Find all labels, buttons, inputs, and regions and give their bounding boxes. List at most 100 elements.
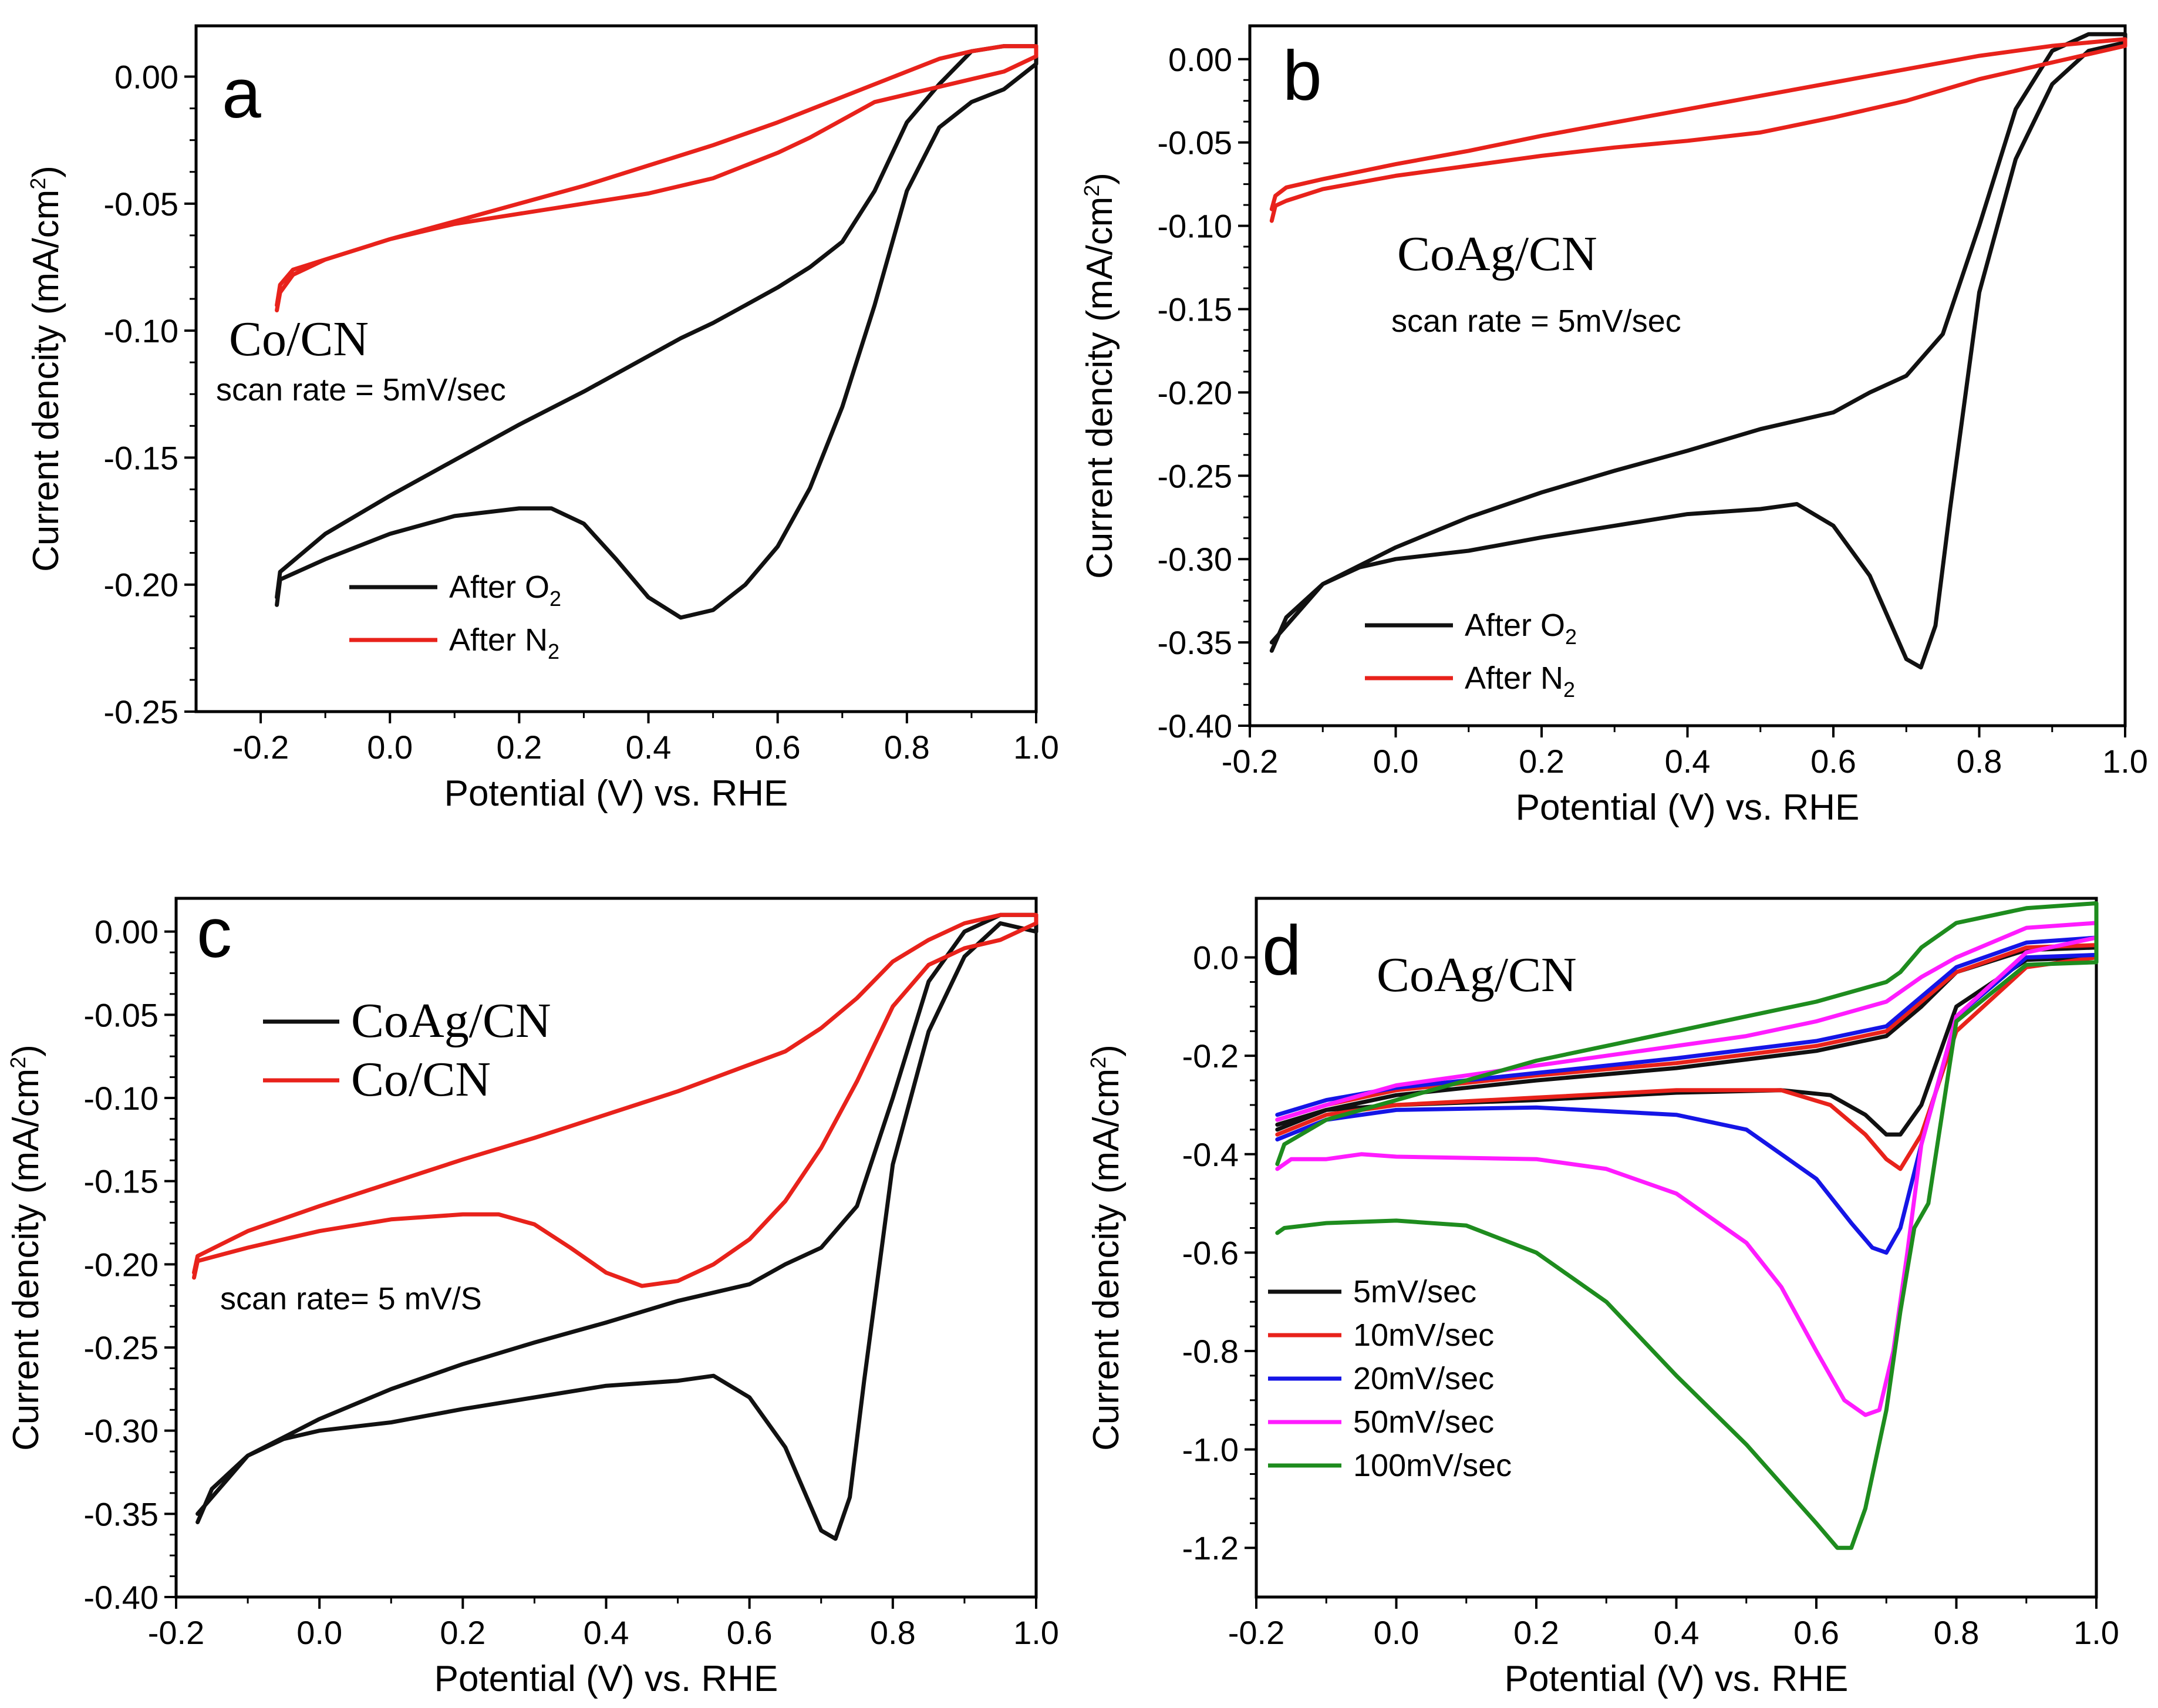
- y-tick-label: -0.05: [1157, 124, 1232, 161]
- x-tick-label: 1.0: [1013, 1614, 1059, 1651]
- y-axis-title-superscript: 2: [1080, 185, 1104, 197]
- y-tick-label: 0.00: [1168, 41, 1232, 78]
- panel-c: -0.2 0.0 0.2 0.4 0.6 0.8 1.0 0.00 -0.05 -0.10 -0.1…: [6, 894, 1059, 1699]
- legend-label: Co/CN: [351, 1052, 491, 1107]
- x-tick-label: 1.0: [1013, 729, 1059, 766]
- y-axis-title-superscript: 2: [6, 1057, 30, 1069]
- y-tick-label: -0.10: [103, 312, 178, 349]
- series-line-after-n2: [1269, 37, 2127, 223]
- legend-label: 5mV/sec: [1353, 1274, 1476, 1309]
- legend-label: After O2: [449, 570, 561, 611]
- y-tick-label: 0.0: [1193, 939, 1239, 976]
- x-tick-label: 0.4: [1654, 1614, 1700, 1651]
- panel-letter: d: [1262, 911, 1301, 990]
- y-tick-label: -0.4: [1182, 1136, 1239, 1173]
- x-axis-title: Potential (V) vs. RHE: [1516, 787, 1860, 828]
- y-tick-label: -0.25: [83, 1329, 159, 1366]
- scan-rate-note: scan rate= 5 mV/S: [220, 1281, 482, 1316]
- x-tick-label: 0.4: [1665, 743, 1711, 780]
- legend-subscript: 2: [549, 587, 561, 611]
- x-tick-label: 0.6: [1810, 743, 1856, 780]
- x-tick-label: 0.2: [496, 729, 542, 766]
- x-tick-label: -0.2: [1228, 1614, 1285, 1651]
- x-tick-label: -0.2: [232, 729, 289, 766]
- legend-subscript: 2: [548, 639, 559, 663]
- legend-label: 10mV/sec: [1353, 1318, 1494, 1353]
- y-tick-label: -0.25: [1157, 457, 1232, 494]
- panel-letter: a: [222, 54, 261, 133]
- x-tick-label: 0.2: [1513, 1614, 1559, 1651]
- x-tick-label: 0.8: [1957, 743, 2002, 780]
- panel-b: -0.2 0.0 0.2 0.4 0.6 0.8 1.0 0.00 -0.05 -0.10 -0.1…: [1080, 24, 2148, 828]
- y-axis-title: Current dencity (mA/cm2): [1080, 173, 1120, 579]
- y-tick-label: -0.10: [1157, 208, 1232, 245]
- y-tick-label: -0.8: [1182, 1333, 1239, 1370]
- sample-label: Co/CN: [229, 312, 369, 366]
- x-axis-title: Potential (V) vs. RHE: [1505, 1659, 1849, 1699]
- sample-label: CoAg/CN: [1377, 948, 1577, 1002]
- y-tick-label: -0.20: [1157, 374, 1232, 411]
- x-tick-label: 0.4: [584, 1614, 629, 1651]
- y-tick-label: -0.10: [83, 1080, 159, 1117]
- plot-frame: [1248, 24, 2127, 727]
- y-tick-label: -0.15: [103, 439, 178, 476]
- y-axis-title: Current dencity (mA/cm2): [26, 166, 66, 572]
- y-tick-label: -0.30: [83, 1413, 159, 1450]
- legend-label: CoAg/CN: [351, 993, 551, 1048]
- series-line-50mv-sec: [1275, 921, 2099, 1417]
- y-tick-label: -1.0: [1182, 1431, 1239, 1468]
- y-tick-label: 0.00: [95, 914, 159, 951]
- plot-frame: [194, 24, 1038, 713]
- y-tick-label: -0.15: [83, 1163, 159, 1200]
- y-tick-label: -0.6: [1182, 1234, 1239, 1271]
- y-tick-label: -0.2: [1182, 1037, 1239, 1074]
- series-line-after-o2: [275, 44, 1038, 620]
- legend-subscript: 2: [1565, 625, 1577, 649]
- plot-frame: [174, 897, 1038, 1599]
- y-tick-label: -0.15: [1157, 291, 1232, 328]
- scan-rate-note: scan rate = 5mV/sec: [1391, 304, 1681, 339]
- legend-label: 100mV/sec: [1353, 1448, 1512, 1483]
- series-line-after-o2: [1269, 32, 2127, 670]
- x-tick-label: 0.8: [1934, 1614, 1980, 1651]
- x-axis-title: Potential (V) vs. RHE: [444, 773, 788, 814]
- y-tick-label: 0.00: [114, 59, 178, 96]
- panel-letter: b: [1283, 36, 1322, 115]
- series-line-100mv-sec: [1275, 901, 2099, 1550]
- legend-label: 20mV/sec: [1353, 1361, 1494, 1396]
- y-tick-label: -0.05: [103, 186, 178, 223]
- x-tick-label: 0.2: [1519, 743, 1564, 780]
- x-tick-label: 0.0: [1374, 1614, 1419, 1651]
- x-tick-label: 0.4: [626, 729, 672, 766]
- y-axis-title-superscript: 2: [26, 178, 50, 190]
- sample-label: CoAg/CN: [1397, 227, 1597, 281]
- y-axis-title: Current dencity (mA/cm2): [1086, 1045, 1127, 1451]
- x-tick-label: 0.0: [296, 1614, 342, 1651]
- series-line-after-n2: [275, 44, 1038, 312]
- legend-label: After N2: [449, 622, 559, 663]
- x-tick-label: -0.2: [148, 1614, 205, 1651]
- y-tick-label: -0.20: [83, 1246, 159, 1283]
- x-axis-title: Potential (V) vs. RHE: [434, 1659, 778, 1699]
- panel-letter: c: [197, 894, 232, 972]
- x-tick-label: 0.8: [870, 1614, 916, 1651]
- legend-subscript: 2: [1563, 678, 1575, 702]
- y-tick-label: -0.40: [83, 1579, 159, 1616]
- legend-label: After N2: [1465, 661, 1575, 702]
- x-tick-label: 1.0: [2073, 1614, 2119, 1651]
- y-tick-label: -1.2: [1182, 1530, 1239, 1566]
- y-tick-label: -0.20: [103, 567, 178, 604]
- x-tick-label: 0.2: [440, 1614, 485, 1651]
- x-tick-label: 0.6: [755, 729, 801, 766]
- x-tick-label: 0.8: [884, 729, 930, 766]
- x-tick-label: 0.6: [727, 1614, 773, 1651]
- panel-a: -0.2 0.0 0.2 0.4 0.6 0.8 1.0 0.00 -0.05 -0.10 -0.1…: [26, 24, 1059, 814]
- x-tick-label: 1.0: [2102, 743, 2148, 780]
- y-tick-label: -0.30: [1157, 541, 1232, 578]
- x-tick-label: 0.6: [1793, 1614, 1839, 1651]
- y-tick-label: -0.35: [1157, 624, 1232, 661]
- y-tick-label: -0.35: [83, 1495, 159, 1532]
- series-line-co-cn: [192, 912, 1038, 1288]
- y-tick-label: -0.05: [83, 996, 159, 1033]
